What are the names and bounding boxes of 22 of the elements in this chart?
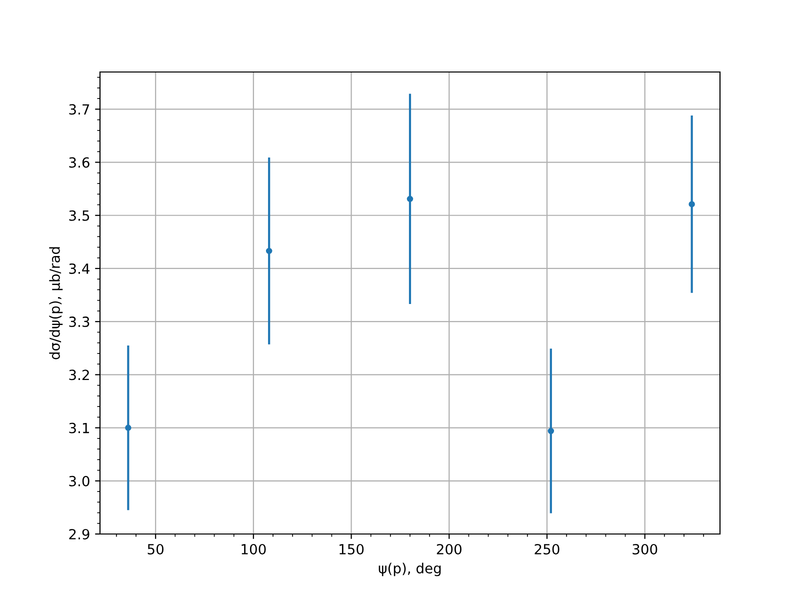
y-tick-label: 3.7 <box>69 104 90 115</box>
x-tick-label: 100 <box>242 544 266 554</box>
x-tick-label: 150 <box>340 544 364 554</box>
y-tick-label: 3.1 <box>69 422 89 434</box>
y-tick-label: 2.9 <box>69 528 90 540</box>
y-tick-label: 3.0 <box>69 476 90 486</box>
x-tick-label: 250 <box>534 544 560 554</box>
y-tick-label: 3.4 <box>69 263 90 274</box>
point <box>266 248 272 254</box>
y-tick-label: 3.5 <box>69 210 90 221</box>
y-tick-label: 3.6 <box>69 157 90 168</box>
y-axis-title: dσ/dψ(p), μb/rad <box>49 247 63 360</box>
point <box>406 196 414 202</box>
x-axis-title: ψ(p), deg <box>378 562 441 576</box>
x-tick-label: 200 <box>436 544 462 554</box>
y-tick-label: 3.3 <box>69 316 90 328</box>
x-tick-label: 50 <box>148 544 164 554</box>
point <box>125 424 132 431</box>
point <box>548 428 554 434</box>
y-tick-label: 3.2 <box>69 370 89 380</box>
point <box>688 201 695 208</box>
x-tick-label: 300 <box>632 544 658 554</box>
